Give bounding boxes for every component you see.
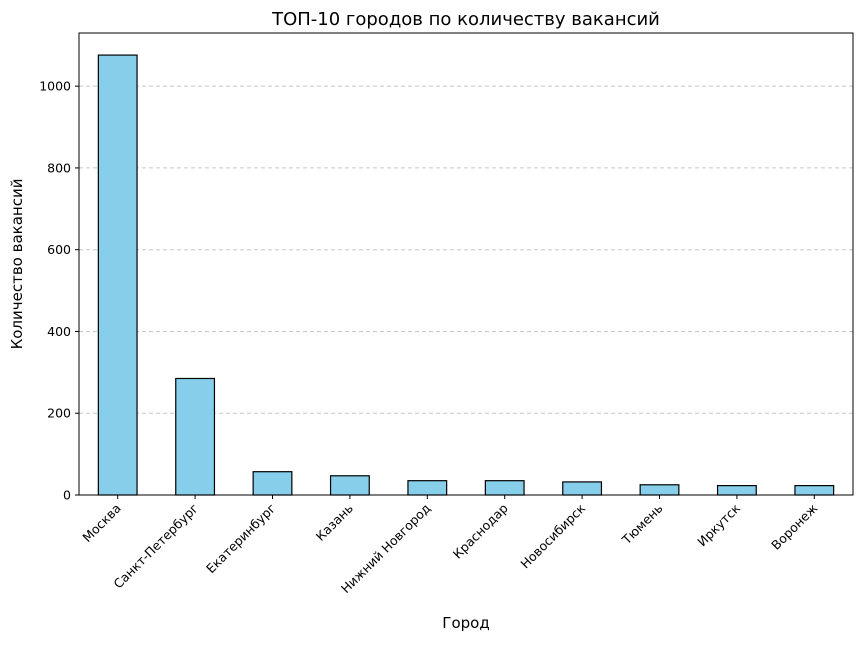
x-tick-label: Новосибирск xyxy=(517,500,588,571)
y-ticks: 0 200 400 600 800 1000 xyxy=(39,79,79,503)
x-tick-label: Иркутск xyxy=(694,500,743,549)
y-tick-label: 400 xyxy=(47,324,71,339)
y-tick-label: 0 xyxy=(63,488,71,503)
bar-1 xyxy=(97,54,138,496)
x-tick-label: Санкт-Петербург xyxy=(110,501,201,592)
bars xyxy=(97,54,835,496)
x-tick-label: Екатеринбург xyxy=(203,501,279,577)
y-tick-label: 200 xyxy=(47,406,71,421)
bar-9 xyxy=(716,484,757,496)
y-tick-label: 600 xyxy=(47,242,71,257)
bar-8 xyxy=(639,484,680,496)
bar-2 xyxy=(175,377,216,496)
y-tick-label: 800 xyxy=(47,160,71,175)
chart-title: ТОП-10 городов по количеству вакансий xyxy=(271,9,660,30)
x-axis-label: Город xyxy=(442,614,489,632)
x-tick-label: Тюмень xyxy=(618,501,665,548)
x-tick-label: Воронеж xyxy=(768,501,820,553)
bar-4 xyxy=(329,475,370,496)
bar-3 xyxy=(252,471,293,496)
x-tick-label: Краснодар xyxy=(450,500,511,561)
bar-5 xyxy=(407,480,448,496)
bar-7 xyxy=(562,481,603,496)
x-tick-label: Казань xyxy=(313,501,356,544)
axes xyxy=(78,32,854,496)
bar-6 xyxy=(484,480,525,496)
bar-10 xyxy=(794,484,835,496)
plot-frame xyxy=(78,32,854,496)
x-tick-label: Москва xyxy=(79,501,123,545)
y-axis-label: Количество вакансий xyxy=(8,179,26,350)
y-tick-label: 1000 xyxy=(39,79,71,94)
